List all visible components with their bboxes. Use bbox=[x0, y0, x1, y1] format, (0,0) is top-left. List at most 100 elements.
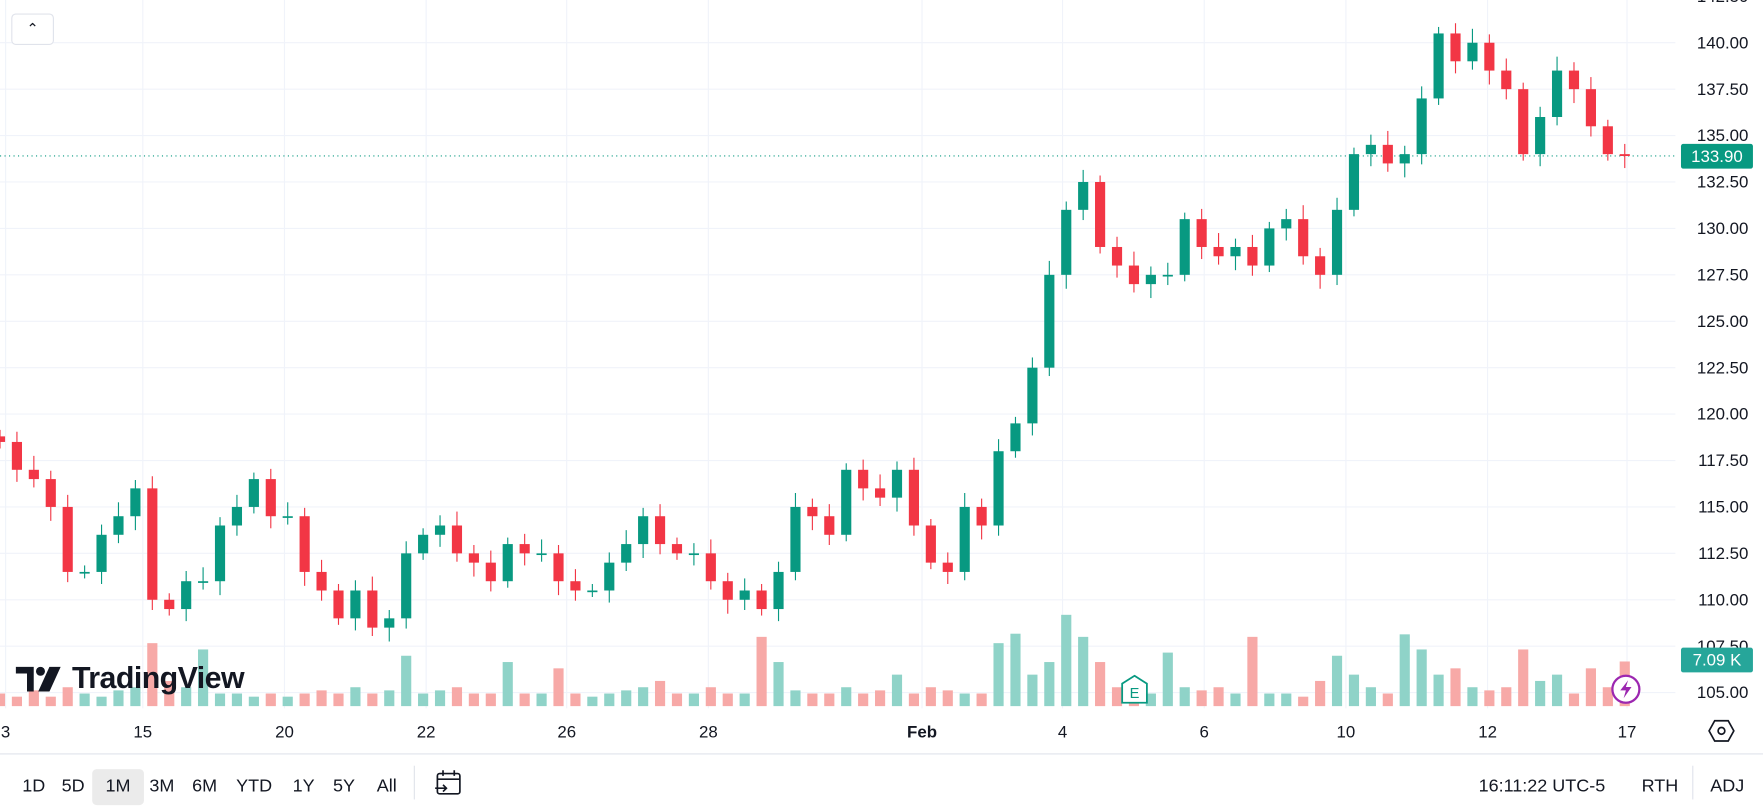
volume-bar bbox=[1568, 693, 1580, 707]
candle-body bbox=[925, 525, 936, 563]
divider bbox=[1692, 765, 1694, 800]
volume-bar bbox=[113, 690, 124, 707]
volume-bar bbox=[654, 680, 666, 707]
candle-body bbox=[231, 506, 243, 526]
volume-bar bbox=[164, 680, 175, 707]
candle-body bbox=[1365, 144, 1376, 155]
session-toggle[interactable]: RTH bbox=[1641, 776, 1679, 797]
candle-body bbox=[181, 581, 192, 610]
svg-text:E: E bbox=[1130, 686, 1140, 702]
volume-bar bbox=[1602, 687, 1613, 707]
price-chart[interactable]: 105.00107.50110.00112.50115.00117.50120.… bbox=[0, 0, 1763, 753]
volume-bar bbox=[1061, 614, 1072, 707]
volume-bar bbox=[384, 690, 395, 707]
time-tick-label: 15 bbox=[133, 723, 152, 742]
volume-bar bbox=[350, 687, 361, 707]
earnings-badge[interactable]: E bbox=[1121, 674, 1148, 704]
candle-body bbox=[1382, 144, 1393, 164]
candle-body bbox=[79, 571, 90, 574]
price-tick-label: 125.00 bbox=[1697, 312, 1749, 331]
volume-bar bbox=[299, 693, 310, 707]
timeframe-all[interactable]: All bbox=[376, 776, 397, 797]
volume-bar bbox=[1416, 649, 1427, 707]
volume-bar bbox=[62, 687, 73, 707]
volume-bar bbox=[485, 693, 496, 707]
candle-body bbox=[1568, 70, 1580, 90]
candle-body bbox=[874, 488, 886, 498]
volume-bar bbox=[1585, 668, 1596, 707]
volume-bar bbox=[1213, 687, 1224, 707]
volume-bar bbox=[942, 690, 953, 707]
volume-bar bbox=[1264, 693, 1275, 707]
candle-body bbox=[824, 516, 835, 535]
time-tick-label: 10 bbox=[1337, 723, 1356, 742]
date-range-icon[interactable] bbox=[433, 768, 464, 805]
candle-body bbox=[45, 479, 56, 507]
candle-body bbox=[0, 436, 6, 442]
candle-body bbox=[587, 590, 598, 593]
candle-body bbox=[164, 599, 175, 610]
candle-body bbox=[1027, 367, 1038, 424]
volume-bar bbox=[570, 693, 581, 707]
settings-icon[interactable] bbox=[1708, 717, 1735, 744]
price-tick-label: 137.50 bbox=[1697, 80, 1749, 99]
price-tick-label: 122.50 bbox=[1697, 358, 1749, 377]
candle-body bbox=[1247, 246, 1258, 266]
candle-body bbox=[1162, 274, 1173, 277]
volume-bar bbox=[468, 693, 479, 707]
price-tick-label: 135.00 bbox=[1697, 126, 1749, 145]
adjust-toggle[interactable]: ADJ bbox=[1710, 776, 1745, 797]
volume-bar bbox=[1298, 696, 1309, 707]
candle-body bbox=[248, 479, 259, 507]
volume-bar bbox=[1145, 693, 1156, 707]
clock-timezone[interactable]: 16:11:22 UTC-5 bbox=[1478, 776, 1606, 797]
volume-bar bbox=[1095, 662, 1106, 707]
volume-bar bbox=[1535, 680, 1546, 707]
volume-bar bbox=[316, 690, 327, 707]
chevron-up-icon: ⌃ bbox=[26, 20, 39, 38]
lightning-icon[interactable] bbox=[1610, 674, 1641, 705]
candle-body bbox=[1484, 42, 1495, 71]
volume-bar bbox=[265, 693, 276, 707]
candle-body bbox=[384, 618, 395, 628]
volume-bar bbox=[536, 693, 547, 707]
candle-body bbox=[570, 581, 581, 591]
candle-body bbox=[959, 506, 970, 572]
timeframe-5y[interactable]: 5Y bbox=[333, 776, 356, 797]
volume-bar bbox=[874, 690, 886, 707]
candle-body bbox=[942, 562, 953, 572]
candle-body bbox=[1315, 256, 1326, 275]
timeframe-1y[interactable]: 1Y bbox=[292, 776, 315, 797]
candle-body bbox=[130, 488, 141, 517]
candle-body bbox=[282, 516, 293, 518]
candle-body bbox=[96, 534, 107, 572]
time-tick-label: Feb bbox=[907, 723, 937, 742]
volume-bar bbox=[807, 693, 818, 707]
volume-bar bbox=[1551, 674, 1563, 707]
timeframe-1m[interactable]: 1M bbox=[92, 769, 144, 806]
volume-bar bbox=[891, 674, 903, 707]
timeframe-6m[interactable]: 6M bbox=[192, 776, 218, 797]
tradingview-logo-icon bbox=[15, 666, 61, 691]
volume-bar bbox=[502, 662, 513, 707]
volume-bar bbox=[451, 687, 463, 707]
volume-bar bbox=[1433, 674, 1444, 707]
volume-bar bbox=[198, 649, 209, 707]
volume-bar bbox=[214, 693, 226, 707]
timeframe-ytd[interactable]: YTD bbox=[236, 776, 273, 797]
timeframe-1d[interactable]: 1D bbox=[22, 776, 46, 797]
volume-bar bbox=[959, 693, 970, 707]
volume-bar bbox=[401, 655, 412, 707]
candle-body bbox=[1179, 219, 1190, 275]
timeframe-5d[interactable]: 5D bbox=[61, 776, 85, 797]
collapse-button[interactable]: ⌃ bbox=[11, 13, 54, 45]
volume-bar bbox=[773, 662, 784, 707]
candle-body bbox=[350, 590, 361, 619]
candle-body bbox=[1111, 246, 1123, 266]
candle-body bbox=[1585, 89, 1596, 127]
volume-bar bbox=[1382, 693, 1393, 707]
candle-body bbox=[1044, 274, 1055, 368]
timeframe-3m[interactable]: 3M bbox=[149, 776, 175, 797]
candle-body bbox=[485, 562, 496, 582]
candle-body bbox=[1078, 181, 1089, 210]
